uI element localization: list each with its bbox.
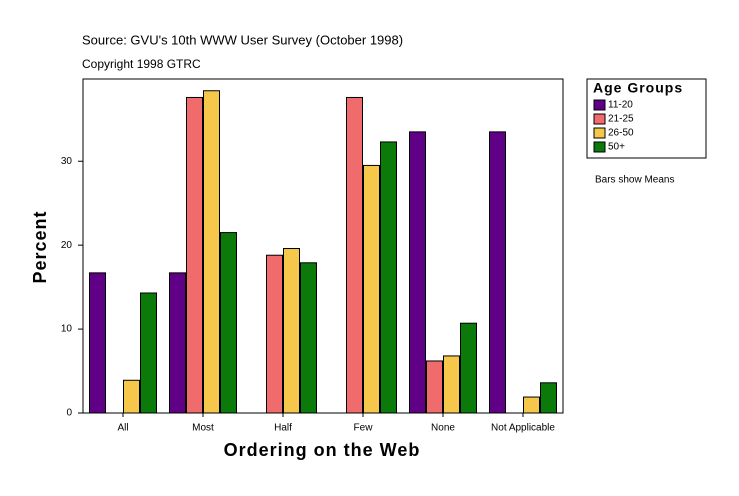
bar	[540, 382, 557, 414]
x-tick-label: Most	[192, 423, 214, 434]
y-tick-label: 10	[61, 324, 73, 335]
y-tick-label: 0	[66, 408, 72, 419]
source: Source: GVU's 10th WWW User Survey (Octo…	[82, 32, 403, 47]
bar	[300, 262, 317, 414]
legend-swatch	[593, 113, 606, 125]
bar	[140, 292, 157, 414]
legend-box	[586, 78, 707, 159]
bar	[460, 322, 477, 414]
bar	[89, 272, 106, 414]
bar	[283, 248, 300, 414]
bar	[266, 254, 283, 414]
bar	[363, 164, 380, 414]
bar	[186, 96, 203, 414]
y-tick-label: 30	[61, 156, 73, 167]
legend-label: 26-50	[608, 128, 634, 139]
legend-label: 21-25	[608, 114, 634, 125]
bar	[426, 360, 443, 414]
legend-swatch	[593, 127, 606, 139]
bar	[203, 90, 220, 414]
legend-label: 11-20	[608, 100, 633, 111]
legend-title: Age Groups	[593, 80, 683, 96]
x-tick-label: Half	[274, 423, 292, 434]
y-axis-label: Percent	[30, 210, 50, 283]
bar	[220, 232, 237, 414]
bar	[409, 131, 426, 414]
bar	[489, 131, 506, 414]
x-tick-label: Not Applicable	[491, 423, 555, 434]
x-tick-label: Few	[354, 423, 374, 434]
x-axis-label: Ordering on the Web	[224, 440, 421, 460]
x-tick-label: All	[117, 423, 128, 434]
note: Bars show Means	[595, 175, 674, 186]
bar	[443, 355, 460, 414]
bar	[123, 379, 140, 414]
legend-swatch	[593, 99, 606, 111]
copyright: Copyright 1998 GTRC	[82, 57, 201, 71]
legend-swatch	[593, 141, 606, 153]
bar	[169, 272, 186, 414]
bar	[346, 96, 363, 414]
x-tick-label: None	[431, 423, 455, 434]
bar	[380, 141, 397, 414]
plot-frame	[82, 78, 564, 414]
bar	[523, 396, 540, 414]
y-tick-label: 20	[61, 240, 73, 251]
legend-label: 50+	[608, 142, 625, 153]
